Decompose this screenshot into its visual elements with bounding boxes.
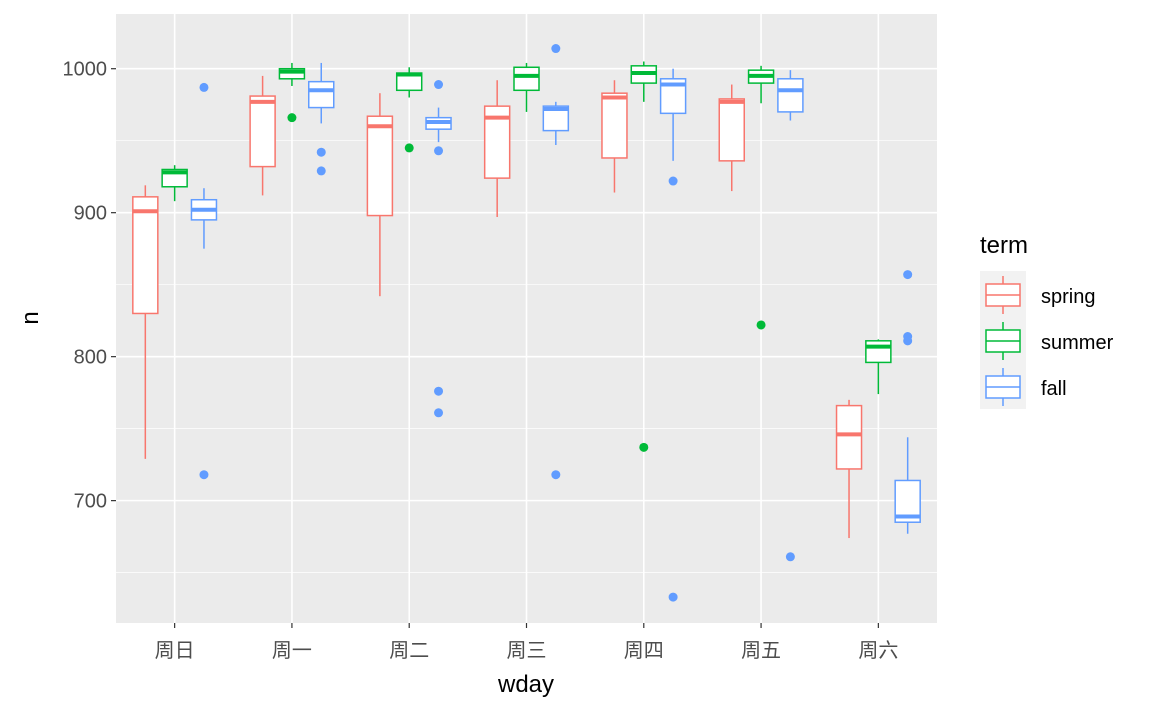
box-spring [601,80,628,193]
box-spring [132,185,159,459]
outlier-point [434,146,444,156]
box-fall [894,270,921,534]
outlier-point [785,552,795,562]
box-body [249,95,276,168]
grid [116,14,937,623]
outlier-point [756,320,766,330]
outlier-point [287,113,297,123]
box-fall [190,82,218,480]
box-fall [659,68,687,602]
legend-key-fall: fall [985,368,1067,406]
outlier-point [903,270,913,280]
legend-title: term [980,232,1028,259]
box-summer [865,339,892,395]
y-tick-label: 1000 [63,59,108,81]
x-tick-label: 周日 [155,638,195,662]
outlier-point [199,470,209,480]
x-tick-label: 周六 [858,638,898,662]
x-axis-title: wday [497,671,554,698]
outlier-point [316,166,326,176]
outlier-point [639,442,649,452]
outlier-point [404,143,414,153]
box-body [718,98,745,162]
box-body [278,67,306,80]
box-fall [425,80,452,418]
legend-label: summer [1041,332,1114,354]
x-tick-label: 周二 [389,638,429,662]
box-body [132,196,159,315]
box-summer [395,67,423,153]
box-spring [483,80,511,217]
box-spring [835,399,863,539]
outlier-point [551,470,561,480]
y-tick-label: 800 [74,347,107,369]
legend-key-summer: summer [985,322,1114,360]
y-axis: 700 800 900 1000 [63,59,116,513]
x-tick-label: 周一 [272,638,312,662]
box-body [865,340,892,364]
box-fall [308,62,335,176]
box-summer [278,62,306,123]
legend-label: fall [1041,378,1067,400]
box-summer [630,61,658,452]
outlier-point [551,44,561,54]
outlier-point [668,176,678,186]
outlier-point [903,336,913,346]
outlier-point [434,408,444,418]
outlier-point [434,386,444,396]
box-body [308,80,335,109]
box-body [835,404,863,470]
x-axis: 周日 周一 周二 周三 周四 周五 周六 [155,623,898,662]
box-fall [777,70,804,562]
legend: term spring summer fall [980,232,1114,409]
box-spring [366,93,394,297]
box-summer [161,165,188,202]
x-tick-label: 周三 [507,638,547,662]
box-spring [249,75,276,196]
box-summer [513,62,540,112]
x-tick-label: 周四 [624,638,664,662]
outlier-point [434,80,444,90]
box-spring [718,84,745,192]
outlier-point [316,147,326,157]
y-axis-title: n [17,311,44,324]
outlier-point [199,82,209,92]
box-body [366,115,394,217]
box-body [601,92,628,159]
x-tick-label: 周五 [741,638,781,662]
legend-key-spring: spring [985,276,1095,314]
box-summer [747,65,775,330]
y-tick-label: 700 [74,491,107,513]
box-fall [542,44,570,480]
box-body [513,66,540,92]
legend-label: spring [1041,286,1095,308]
box-body [777,78,804,113]
y-tick-label: 900 [74,203,107,225]
outlier-point [668,592,678,602]
boxes-layer [132,44,921,602]
